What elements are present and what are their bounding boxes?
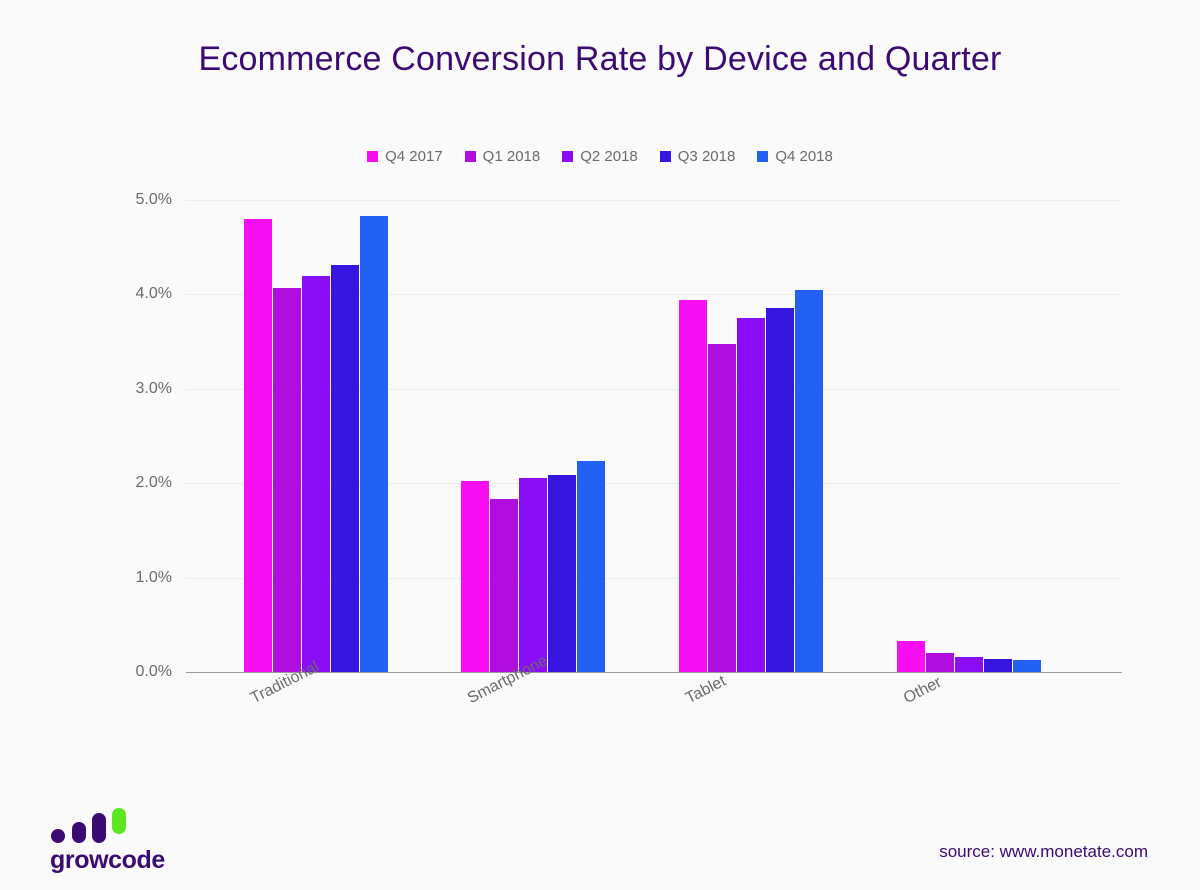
gridline xyxy=(186,294,1122,296)
bar-tablet-q3-2018[interactable] xyxy=(766,307,794,672)
bar-other-q4-2017[interactable] xyxy=(897,640,925,672)
bar-smartphone-q1-2018[interactable] xyxy=(490,499,518,672)
y-axis-tick-label: 2.0% xyxy=(135,474,172,492)
legend-label: Q4 2017 xyxy=(385,148,443,165)
y-axis-tick-label: 4.0% xyxy=(135,285,172,303)
bar-traditional-q1-2018[interactable] xyxy=(273,287,301,672)
bar-smartphone-q4-2018[interactable] xyxy=(577,460,605,672)
legend-item-q3-2018[interactable]: Q3 2018 xyxy=(659,148,736,165)
bar-smartphone-q4-2017[interactable] xyxy=(461,481,489,672)
legend-label: Q4 2018 xyxy=(775,148,833,165)
growcode-bars-logo-icon xyxy=(51,808,126,843)
x-axis-label-other: Other xyxy=(901,673,945,708)
gridline xyxy=(186,577,1122,579)
chart-legend: Q4 2017 Q1 2018 Q2 2018 Q3 2018 Q4 2018 xyxy=(0,148,1200,165)
bar-traditional-q4-2018[interactable] xyxy=(360,216,388,672)
x-axis-label-tablet: Tablet xyxy=(683,672,729,708)
legend-swatch-icon xyxy=(757,151,769,162)
y-axis-tick-label: 5.0% xyxy=(135,191,172,208)
gridline xyxy=(186,200,1122,201)
legend-swatch-icon xyxy=(659,151,671,162)
legend-item-q4-2018[interactable]: Q4 2018 xyxy=(757,148,833,165)
legend-label: Q1 2018 xyxy=(482,148,541,165)
bar-traditional-q3-2018[interactable] xyxy=(331,265,359,672)
legend-item-q1-2018[interactable]: Q1 2018 xyxy=(464,148,541,165)
page-title: Ecommerce Conversion Rate by Device and … xyxy=(198,40,1002,78)
legend-item-q2-2018[interactable]: Q2 2018 xyxy=(562,148,638,165)
bar-smartphone-q3-2018[interactable] xyxy=(548,474,576,672)
bar-tablet-q4-2017[interactable] xyxy=(679,300,707,672)
legend-label: Q2 2018 xyxy=(580,148,638,165)
bar-traditional-q4-2017[interactable] xyxy=(244,218,272,672)
growcode-logo: growcode xyxy=(50,808,220,878)
bar-tablet-q1-2018[interactable] xyxy=(708,344,736,672)
logo-wordmark: growcode xyxy=(50,846,165,874)
bar-traditional-q2-2018[interactable] xyxy=(302,275,330,672)
legend-label: Q3 2018 xyxy=(677,148,736,165)
bar-tablet-q4-2018[interactable] xyxy=(795,289,823,672)
legend-swatch-icon xyxy=(367,151,379,162)
bar-other-q3-2018[interactable] xyxy=(984,658,1012,672)
y-axis-tick-label: 1.0% xyxy=(135,568,172,586)
y-axis-tick-label: 3.0% xyxy=(135,379,172,397)
gridline xyxy=(186,483,1122,485)
x-axis-line xyxy=(186,672,1122,673)
legend-swatch-icon xyxy=(562,151,574,162)
gridline xyxy=(186,388,1122,390)
legend-swatch-icon xyxy=(464,151,476,162)
y-axis-tick-label: 0.0% xyxy=(135,663,172,680)
bar-other-q1-2018[interactable] xyxy=(926,653,954,672)
source-note: source: www.monetate.com xyxy=(939,842,1148,861)
bar-other-q4-2018[interactable] xyxy=(1013,659,1041,672)
bar-tablet-q2-2018[interactable] xyxy=(737,318,765,672)
bar-other-q2-2018[interactable] xyxy=(955,656,983,672)
bar-smartphone-q2-2018[interactable] xyxy=(519,477,547,672)
legend-item-q4-2017[interactable]: Q4 2017 xyxy=(367,148,443,165)
